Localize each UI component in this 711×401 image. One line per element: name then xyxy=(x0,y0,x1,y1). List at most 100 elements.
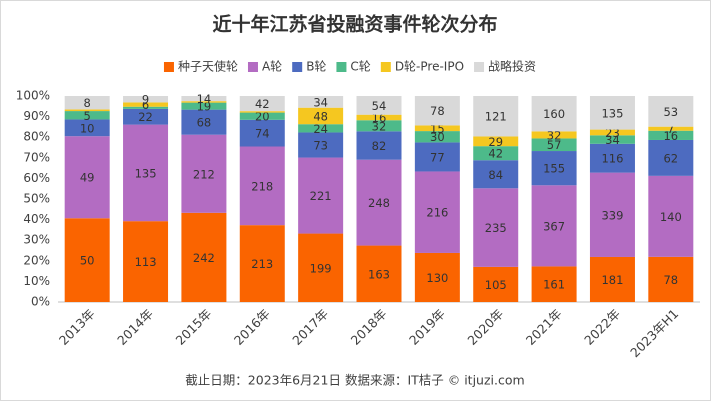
data-label: 30 xyxy=(430,130,445,144)
data-label: 221 xyxy=(310,189,332,203)
bar-segment xyxy=(356,120,402,132)
data-label: 140 xyxy=(660,210,682,224)
bar-segment xyxy=(648,139,694,176)
data-label: 84 xyxy=(488,168,503,182)
data-label: 7 xyxy=(667,122,674,136)
bar-segment xyxy=(64,109,110,112)
bar-segment xyxy=(531,138,577,152)
data-label: 242 xyxy=(193,251,215,265)
bar-segment xyxy=(531,185,577,267)
bar-segment xyxy=(64,136,110,219)
bar-segment xyxy=(239,225,285,302)
legend-swatch xyxy=(380,62,391,72)
data-label: 50 xyxy=(80,254,95,268)
data-label: 130 xyxy=(426,271,448,285)
bar-segment xyxy=(648,126,694,131)
bar-segment xyxy=(356,131,402,160)
legend-label: D轮-Pre-IPO xyxy=(395,60,464,74)
data-label: 135 xyxy=(135,166,157,180)
y-tick-label: 50% xyxy=(23,192,50,206)
bar-segment xyxy=(298,96,344,108)
data-label: 53 xyxy=(663,105,678,119)
data-label: 42 xyxy=(488,147,503,161)
data-label: 24 xyxy=(313,122,328,136)
bar-segment xyxy=(531,131,577,139)
legend-label: 种子天使轮 xyxy=(178,59,238,74)
bar-segment xyxy=(123,108,169,125)
data-label: 121 xyxy=(485,110,507,124)
data-label: 248 xyxy=(368,196,390,210)
legend-label: A轮 xyxy=(262,60,282,74)
bar-segment xyxy=(414,252,460,302)
legend-swatch xyxy=(163,62,174,72)
data-label: 62 xyxy=(663,151,678,165)
bar-segment xyxy=(531,96,577,132)
y-tick-label: 30% xyxy=(23,233,50,247)
bar-segment xyxy=(473,160,519,189)
data-label: 68 xyxy=(197,116,212,130)
data-label: 113 xyxy=(135,255,157,269)
bar-segment xyxy=(531,151,577,186)
data-label: 19 xyxy=(197,100,212,114)
bar-segment xyxy=(648,175,694,257)
data-label: 163 xyxy=(368,267,390,281)
bar-segment xyxy=(64,218,110,302)
bar-segment xyxy=(356,159,402,246)
bar-segment xyxy=(181,109,227,135)
bar-segment xyxy=(414,142,460,172)
bar-segment xyxy=(239,146,285,226)
bar-segment xyxy=(123,102,169,107)
note: 截止日期：2023年6月21日 数据来源：IT桔子 © itjuzi.com xyxy=(185,373,524,388)
y-tick-label: 90% xyxy=(23,109,50,123)
y-tick-label: 70% xyxy=(23,150,50,164)
data-label: 49 xyxy=(80,171,95,185)
legend-swatch xyxy=(292,62,303,72)
bar-segment xyxy=(123,106,169,109)
y-tick-label: 20% xyxy=(23,253,50,267)
y-tick-label: 40% xyxy=(23,212,50,226)
bar-segment xyxy=(473,146,519,161)
bar-segment xyxy=(298,107,344,125)
data-label: 73 xyxy=(313,139,328,153)
data-label: 32 xyxy=(372,119,387,133)
bar-segment xyxy=(589,129,635,136)
bar-segment xyxy=(123,124,169,222)
data-label: 135 xyxy=(601,106,623,120)
data-label: 82 xyxy=(372,139,387,153)
data-label: 29 xyxy=(488,135,503,149)
data-label: 78 xyxy=(430,104,445,118)
bar-segment xyxy=(181,134,227,213)
data-label: 48 xyxy=(313,109,328,123)
data-label: 367 xyxy=(543,219,565,233)
data-label: 199 xyxy=(310,261,332,275)
bar-segment xyxy=(181,212,227,302)
bar-segment xyxy=(473,96,519,137)
bar-segment xyxy=(589,256,635,302)
data-label: 54 xyxy=(372,99,387,113)
data-label: 181 xyxy=(601,273,623,287)
data-label: 235 xyxy=(485,221,507,235)
y-tick-label: 0% xyxy=(31,295,50,309)
bar-segment xyxy=(64,96,110,110)
data-label: 77 xyxy=(430,150,445,164)
bar-segment xyxy=(589,143,635,173)
data-label: 216 xyxy=(426,206,448,220)
bar-segment xyxy=(239,112,285,120)
data-label: 20 xyxy=(255,110,270,124)
legend-label: B轮 xyxy=(306,60,326,74)
bar-segment xyxy=(531,266,577,302)
bar-segment xyxy=(648,96,694,127)
data-label: 34 xyxy=(605,133,620,147)
bar-segment xyxy=(473,188,519,267)
y-tick-label: 100% xyxy=(16,89,50,103)
data-label: 8 xyxy=(84,96,91,110)
bar-segment xyxy=(473,136,519,147)
data-label: 22 xyxy=(138,110,153,124)
legend-swatch xyxy=(474,62,485,72)
bar-segment xyxy=(298,157,344,234)
data-label: 42 xyxy=(255,97,270,111)
bar-segment xyxy=(239,111,285,113)
data-label: 161 xyxy=(543,278,565,292)
bar-segment xyxy=(589,172,635,257)
data-label: 57 xyxy=(547,138,562,152)
